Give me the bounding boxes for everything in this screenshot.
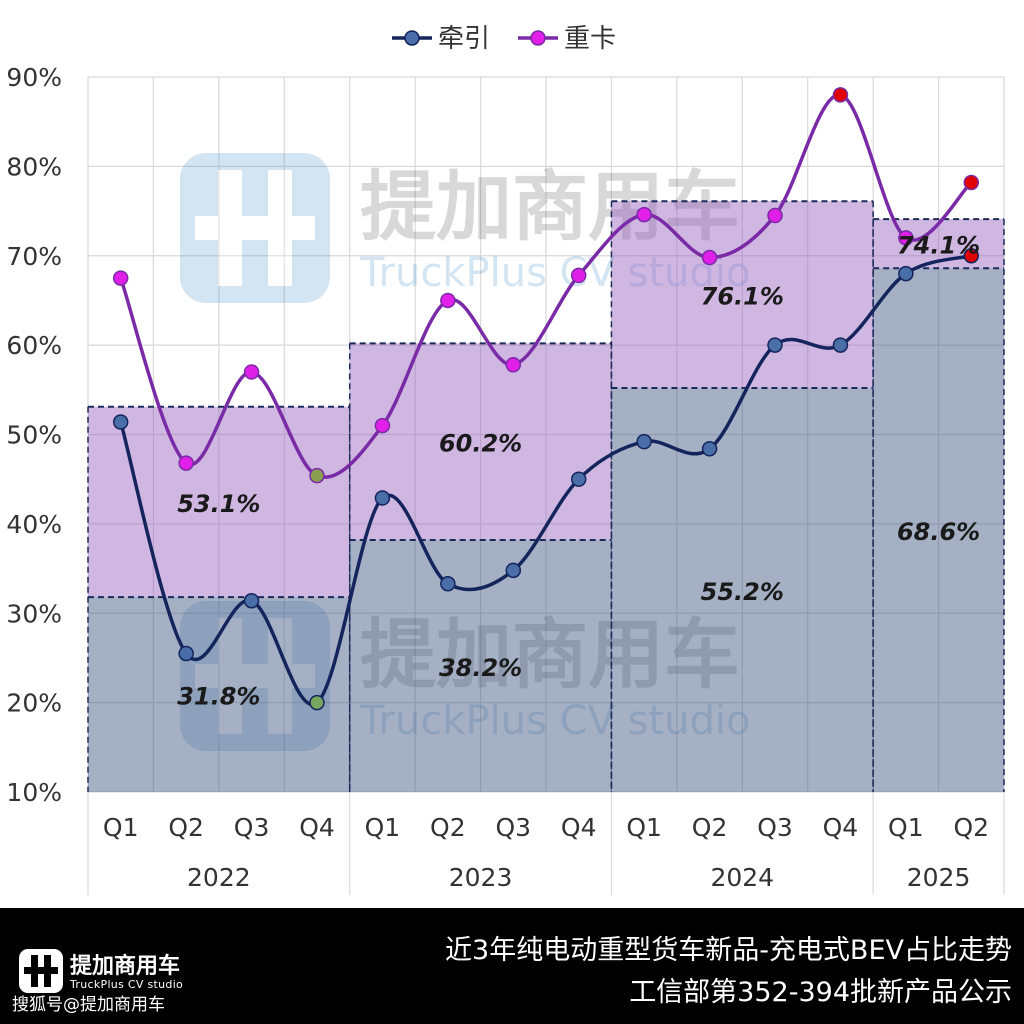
data-point [701,441,718,457]
data-point [767,337,783,353]
band-tractor [88,597,350,792]
data-point [243,592,260,609]
band-label-tractor: 38.2% [439,654,522,682]
band-label-heavy-truck: 74.1% [897,232,980,260]
data-point [112,414,129,430]
footer-title-line1: 近3年纯电动重型货车新品-充电式BEV占比走势 [445,935,1012,966]
x-tick-label: Q2 [430,813,466,842]
data-point [178,455,194,471]
yearly-share-labels: 53.1% 31.8% 60.2% 38.2% 76.1% 55.2% 74.1% 68.6% [177,232,980,711]
data-point [570,471,587,487]
band-heavy-truck [349,343,612,540]
truckplus-logo-icon [19,949,63,993]
x-tick-label: Q1 [103,813,139,842]
y-tick-label: 40% [6,510,62,539]
series-points [112,87,980,711]
band-heavy-truck [611,201,874,389]
x-tick-label: Q4 [823,813,859,842]
x-tick-label: Q3 [757,813,793,842]
footer-title-line2: 工信部第352-394批新产品公示 [629,977,1012,1008]
y-tick-label: 50% [6,421,62,450]
band-heavy-truck [88,406,350,598]
y-tick-label: 80% [6,152,62,181]
y-tick-label: 10% [6,778,62,807]
axes: 10% 20% 30% 40% 50% 60% 70% 80% 90% Q1 Q2 Q3 Q4 Q1 Q2 Q… [6,63,1005,895]
band-label-heavy-truck: 53.1% [177,490,260,518]
x-tick-label: Q3 [234,813,270,842]
x-tick-label: Q4 [299,813,335,842]
watermark-cn: 提加商用车 [360,610,740,699]
legend-label: 重卡 [564,24,616,54]
watermark-en: TruckPlus CV studio [359,250,751,296]
series-line-tractor [119,254,972,707]
band-label-tractor: 68.6% [897,518,980,546]
data-point [505,562,522,579]
band-label-heavy-truck: 60.2% [439,430,522,458]
data-point [898,230,914,246]
x-tick-label: Q1 [626,813,662,842]
band-label-tractor: 31.8% [177,683,260,711]
data-point [636,206,652,223]
x-tick-label: Q3 [495,813,531,842]
band-label-tractor: 55.2% [701,578,784,606]
data-point [636,433,652,450]
data-point [374,490,391,506]
watermark-logo-icon-bar [218,170,242,286]
x-tick-label: Q1 [365,813,401,842]
y-tick-label: 70% [6,242,62,271]
data-point [898,265,914,282]
y-tick-label: 60% [6,331,62,360]
watermark-logo-icon [180,153,330,303]
x-tick-label: Q2 [692,813,728,842]
data-point [701,249,718,266]
data-point [963,248,980,264]
data-point [309,694,325,711]
y-tick-label: 30% [6,599,62,628]
data-point [832,337,849,353]
legend-label: 牵引 [438,24,490,54]
data-point [767,207,783,224]
y-tick-label: 90% [6,63,62,92]
band-label-heavy-truck: 76.1% [701,283,784,311]
legend: 牵引 重卡 [392,24,616,54]
footer-logo-cn: 提加商用车 [70,954,181,979]
data-point [440,576,456,592]
data-point [309,467,325,484]
data-point [963,174,980,191]
yearly-share-bands [87,200,1005,792]
band-tractor [873,268,1004,792]
footer-banner: 提加商用车 TruckPlus CV studio 搜狐号@提加商用车 近3年纯… [0,908,1024,1024]
data-point [112,270,129,286]
data-point [570,267,587,284]
watermark-logo-icon-bar [268,170,292,286]
data-point [374,417,391,434]
y-tick-label: 20% [6,689,62,718]
watermark-logo-icon-bar [195,216,315,240]
data-point [178,645,194,662]
band-tractor [611,388,874,792]
legend-swatch-marker [404,30,420,46]
x-tick-label: Q1 [888,813,924,842]
x-tick-label: Q2 [953,813,989,842]
footer-logo-en: TruckPlus CV studio [70,978,184,991]
band-tractor [349,539,612,792]
legend-item-heavy-truck: 重卡 [518,24,616,54]
data-point [832,87,849,103]
year-label: 2024 [710,863,774,892]
legend-item-tractor: 牵引 [392,24,490,54]
footer-source: 搜狐号@提加商用车 [12,995,165,1015]
year-label: 2023 [449,863,513,892]
data-point [243,364,260,380]
x-tick-label: Q4 [561,813,597,842]
watermark-en: TruckPlus CV studio [359,698,751,744]
year-label: 2025 [907,863,971,892]
data-point [505,357,522,373]
legend-swatch-marker [530,30,546,46]
year-label: 2022 [187,863,251,892]
watermark-logo-icon-bar [218,618,242,734]
data-point [440,292,456,309]
x-tick-label: Q2 [168,813,204,842]
watermark-logo-icon-bar [268,618,292,734]
